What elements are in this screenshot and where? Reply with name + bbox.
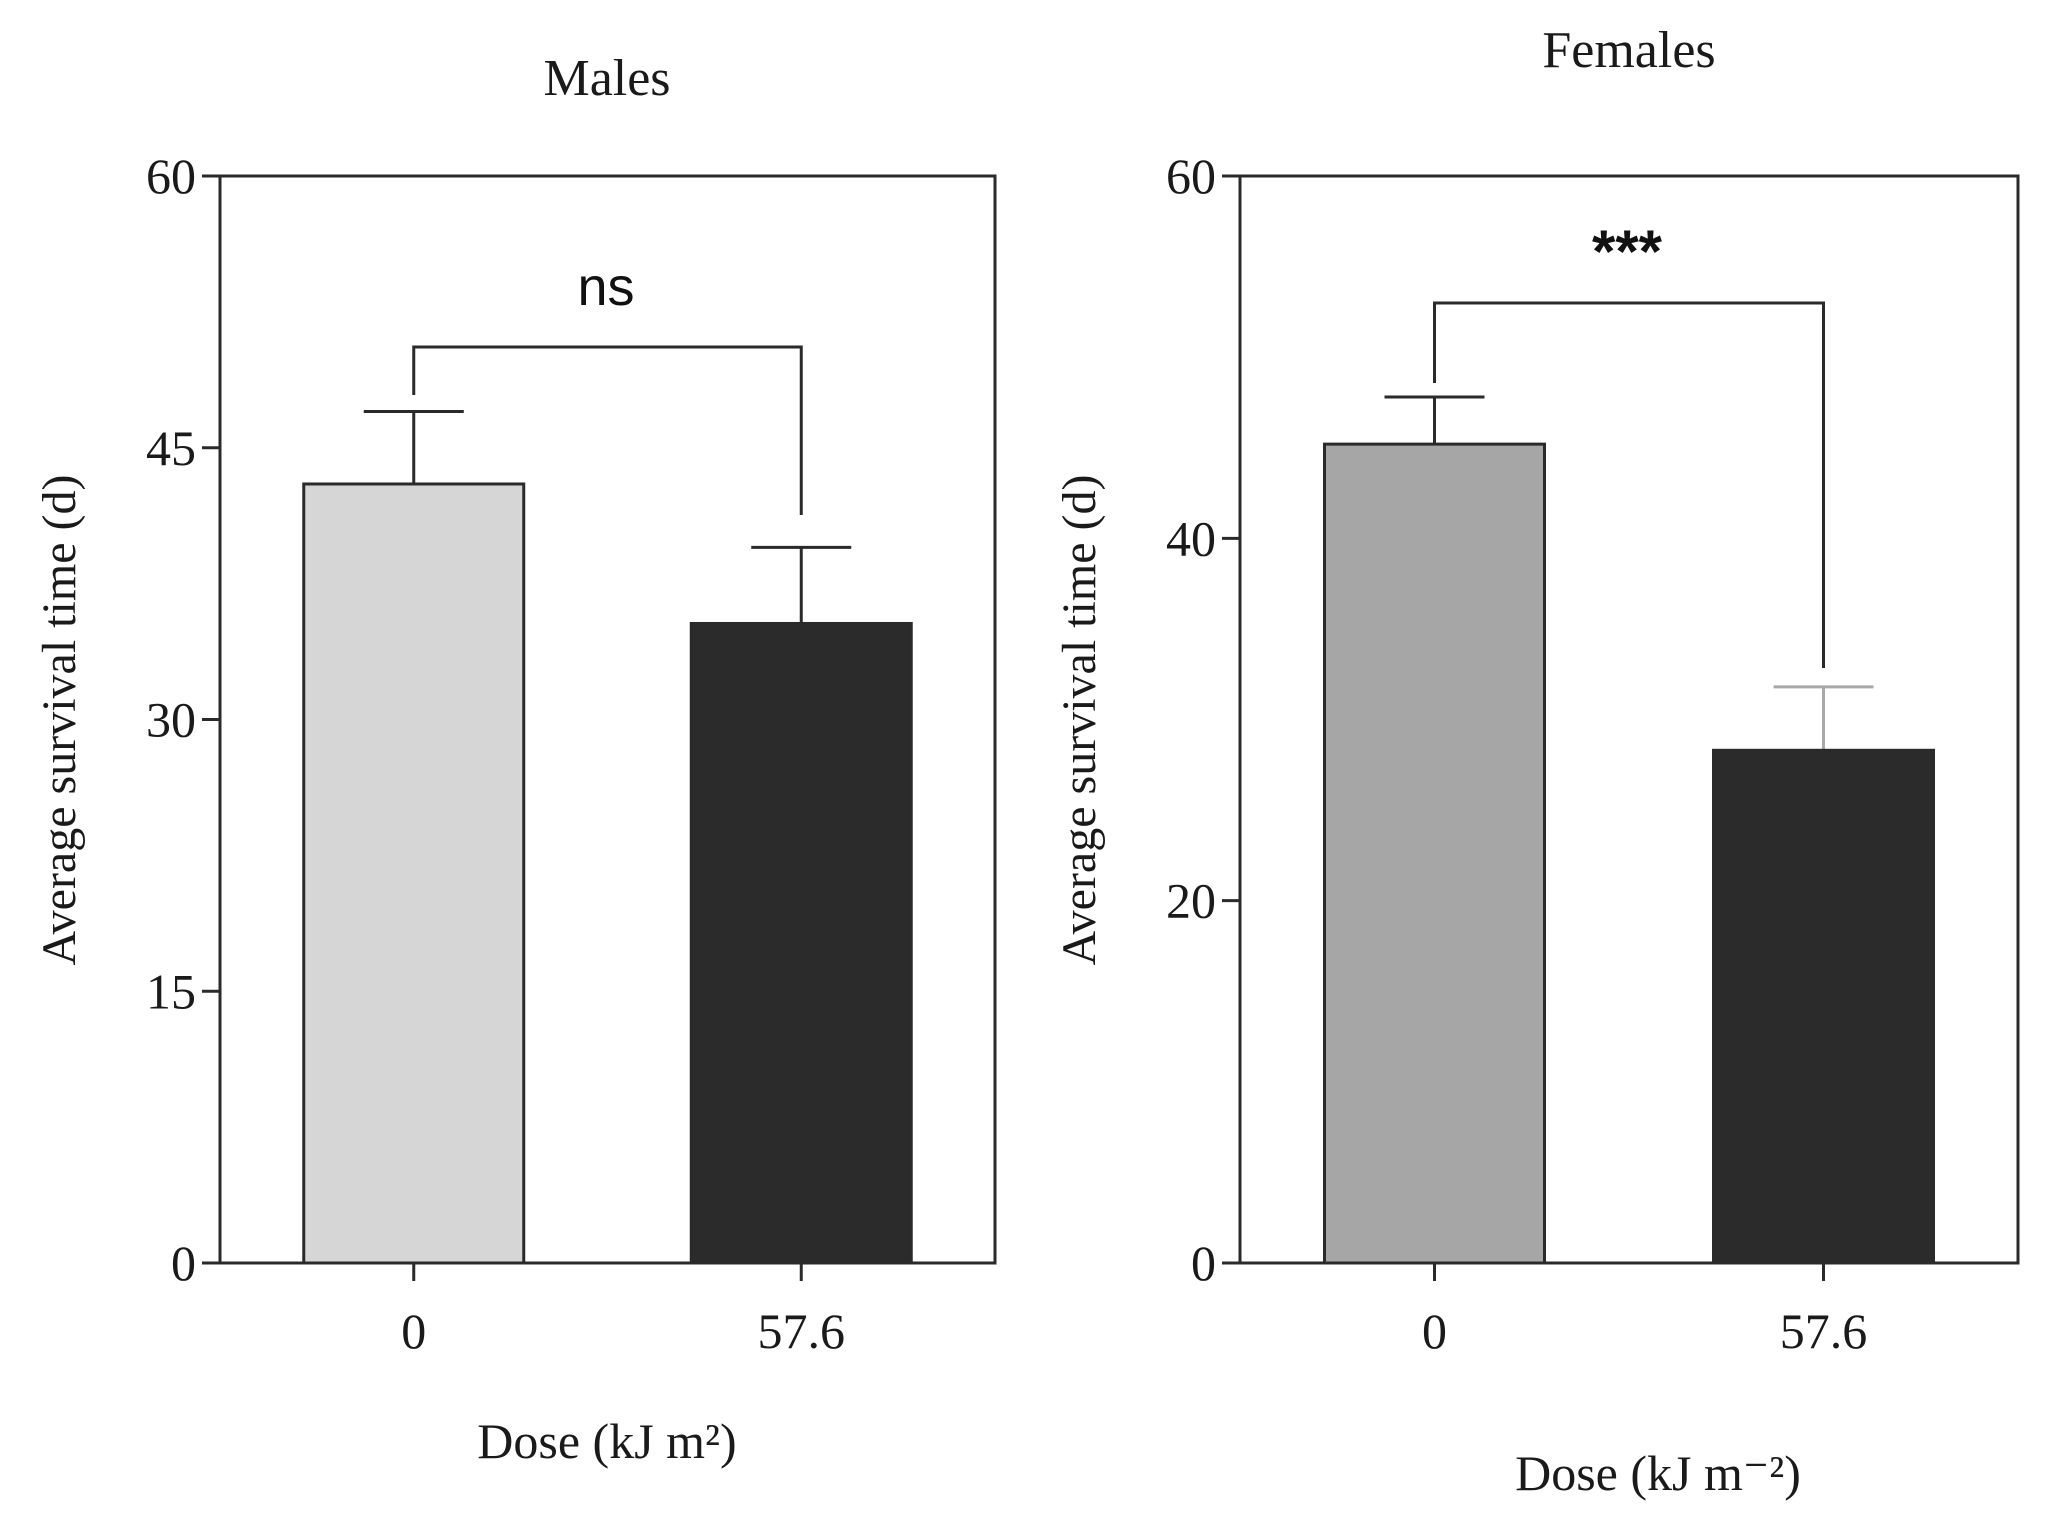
males-y-tick-label-2: 30 [146, 692, 196, 748]
females-x-tick-label-0: 0 [1422, 1303, 1447, 1359]
males-significance-label: ns [577, 257, 634, 317]
males-bar-1 [689, 621, 913, 1265]
females-panel: Females Average survival time (d) Dose (… [1053, 22, 2020, 1501]
females-x-tick-label-1: 57.6 [1780, 1303, 1868, 1359]
females-plot-area: 0 20 40 60 0 57.6 [1166, 148, 2020, 1359]
females-x-axis-label: Dose (kJ m⁻²) [1515, 1445, 1801, 1501]
males-significance-bracket [412, 345, 803, 515]
males-y-tick-label-4: 60 [146, 148, 196, 204]
females-y-tick-label-2: 40 [1166, 510, 1216, 566]
males-y-tick-label-3: 45 [146, 420, 196, 476]
males-x-tick-label-1: 57.6 [758, 1303, 846, 1359]
females-title: Females [1542, 22, 1715, 79]
males-y-tick-label-0: 0 [171, 1235, 196, 1291]
females-significance-bracket [1433, 301, 1825, 668]
females-y-tick-label-3: 60 [1166, 148, 1216, 204]
females-axes-frame [1238, 174, 2020, 1265]
males-bar-0 [302, 482, 526, 1265]
males-panel: Males Average survival time (d) Dose (kJ… [33, 50, 997, 1469]
males-x-axis-label: Dose (kJ m²) [477, 1413, 736, 1469]
males-plot-area: 0 15 30 45 60 0 57.6 [146, 148, 997, 1359]
females-y-axis-label: Average survival time (d) [1053, 475, 1106, 966]
females-y-tick-label-0: 0 [1191, 1235, 1216, 1291]
females-bar-0 [1323, 442, 1546, 1265]
males-title: Males [543, 50, 670, 107]
males-y-tick-label-1: 15 [146, 963, 196, 1019]
females-significance-label: *** [1592, 218, 1663, 285]
females-y-tick-label-1: 20 [1166, 873, 1216, 929]
males-x-tick-label-0: 0 [401, 1303, 426, 1359]
females-bar-1 [1712, 748, 1935, 1265]
males-y-axis-label: Average survival time (d) [33, 475, 86, 966]
